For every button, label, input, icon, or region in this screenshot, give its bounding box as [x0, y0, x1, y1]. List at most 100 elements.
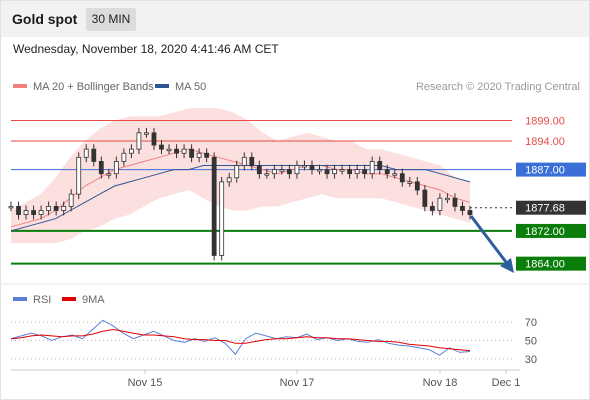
bollinger-band-area: [11, 108, 470, 244]
chart-header: Gold spot 30 MIN: [1, 1, 589, 37]
rsi-legend-swatch: [13, 297, 27, 301]
candle-body: [204, 152, 210, 158]
candle-body: [460, 205, 465, 211]
candle-body: [219, 181, 225, 256]
ma50-line: [10, 165, 471, 232]
price-candles: [8, 127, 473, 261]
level-tag-1899.00: 1899.00: [525, 116, 565, 128]
candle-body: [113, 161, 119, 175]
candle-body: [399, 173, 405, 183]
level-tag-1872.00: 1872.00: [525, 226, 565, 238]
candle-body: [429, 205, 435, 211]
candle-body: [241, 156, 247, 166]
candle-body: [256, 165, 262, 175]
level-tag-bg-1877.68: [516, 200, 586, 215]
candle-body: [407, 181, 413, 184]
candle-body: [347, 169, 353, 175]
candle-body: [23, 210, 29, 215]
ma50-legend-label: MA 50: [175, 81, 206, 93]
candle-body: [309, 165, 315, 170]
candle-body: [384, 169, 390, 175]
x-tick-label: Nov 18: [423, 377, 458, 389]
candle-body: [354, 169, 360, 175]
candle-body: [302, 165, 307, 168]
candle-body: [339, 169, 345, 172]
rsi-grid: 70 50 30: [11, 317, 537, 366]
candle-body: [211, 156, 217, 256]
candle-body: [106, 173, 112, 176]
level-tag-1894.00: 1894.00: [525, 136, 565, 148]
forecast-arrow-head: [500, 258, 514, 273]
candle-body: [16, 205, 21, 215]
level-tag-bg-1864.00: [516, 256, 586, 271]
candle-body: [287, 169, 292, 175]
candle-body: [196, 152, 202, 158]
candle-body: [264, 173, 270, 176]
candle-body: [91, 148, 97, 162]
candle-body: [249, 156, 255, 166]
x-tick-label: Nov 15: [128, 377, 163, 389]
ma20-line: [10, 148, 471, 228]
level-tag-bg-1887.00: [516, 162, 586, 177]
main-legend: MA 20 + Bollinger Bands MA 50 Research ©…: [13, 81, 580, 93]
x-axis: Nov 15 Nov 17 Nov 18 Dec 1: [11, 369, 521, 389]
candle-body: [189, 148, 194, 158]
rsi-legend: RSI 9MA: [13, 294, 105, 306]
candle-body: [98, 161, 104, 175]
chart-datetime: Wednesday, November 18, 2020 4:41:46 AM …: [13, 42, 279, 56]
candle-body: [392, 173, 398, 176]
candle-body: [174, 148, 179, 154]
level-tags: 1899.00 1894.00 1887.00 1877.68 1872.00 1864.…: [516, 116, 586, 271]
timeframe-button[interactable]: 30 MIN: [86, 8, 136, 31]
candle-body: [437, 197, 443, 211]
candle-body: [53, 205, 59, 211]
candle-body: [144, 132, 149, 135]
ma20-legend-label: MA 20 + Bollinger Bands: [33, 81, 154, 93]
level-tag-1887.00: 1887.00: [525, 165, 565, 177]
x-tick-label: Nov 17: [280, 377, 315, 389]
rsi-ma-legend-swatch: [62, 297, 76, 301]
candle-body: [414, 181, 420, 191]
x-tick-label: Dec 1: [492, 377, 521, 389]
candle-body: [83, 148, 89, 158]
candle-body: [445, 197, 450, 201]
candle-body: [234, 165, 240, 179]
level-tag-1864.00: 1864.00: [525, 259, 565, 271]
rsi-ma-line: [10, 328, 471, 352]
rsi-tick-label: 50: [525, 336, 537, 348]
ma20-legend-swatch: [13, 84, 27, 88]
level-tag-bg-1872.00: [516, 223, 586, 238]
candle-body: [181, 148, 187, 154]
rsi-tick-label: 70: [525, 317, 537, 329]
candle-body: [121, 152, 127, 162]
candle-body: [61, 205, 67, 211]
rsi-ma-legend-label: 9MA: [82, 294, 105, 306]
chart-title: Gold spot: [12, 11, 78, 27]
candle-body: [38, 210, 44, 215]
candle-body: [271, 169, 277, 175]
candle-body: [317, 169, 322, 172]
candle-body: [136, 132, 142, 150]
forecast-arrow-shaft: [469, 215, 511, 267]
candle-body: [151, 132, 157, 146]
candle-body: [76, 156, 82, 195]
candle-body: [369, 161, 375, 175]
ma50-legend-swatch: [155, 84, 169, 88]
rsi-legend-label: RSI: [33, 294, 51, 306]
candle-body: [226, 177, 232, 183]
candle-body: [31, 210, 36, 215]
candle-body: [452, 197, 458, 207]
candle-body: [467, 210, 473, 215]
rsi-tick-label: 30: [525, 354, 537, 366]
candle-body: [362, 169, 368, 175]
candle-body: [68, 193, 74, 207]
price-plot: 1899.00 1894.00 1887.00 1877.68 1872.00 1864.…: [8, 108, 586, 273]
candle-body: [324, 169, 330, 175]
candle-body: [332, 169, 337, 175]
level-tag-1877.68: 1877.68: [525, 203, 565, 215]
candle-body: [166, 148, 172, 152]
credit-text: Research © 2020 Trading Central: [416, 81, 580, 93]
candle-body: [8, 205, 14, 209]
candle-body: [377, 161, 383, 171]
